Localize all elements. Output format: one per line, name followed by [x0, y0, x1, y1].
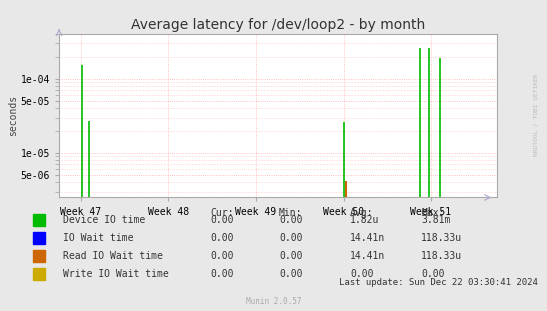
Text: 0.00: 0.00	[279, 251, 302, 261]
Text: 0.00: 0.00	[211, 251, 234, 261]
Text: Munin 2.0.57: Munin 2.0.57	[246, 297, 301, 306]
Text: Max:: Max:	[421, 208, 445, 218]
Text: 118.33u: 118.33u	[421, 251, 462, 261]
Text: 1.82u: 1.82u	[350, 215, 380, 225]
Text: 118.33u: 118.33u	[421, 233, 462, 243]
Text: RRDTOOL / TOBI OETIKER: RRDTOOL / TOBI OETIKER	[534, 74, 539, 156]
Text: Cur:: Cur:	[211, 208, 234, 218]
Text: 0.00: 0.00	[421, 269, 445, 279]
Text: Min:: Min:	[279, 208, 302, 218]
Text: 0.00: 0.00	[211, 215, 234, 225]
Text: 0.00: 0.00	[211, 233, 234, 243]
Text: 0.00: 0.00	[279, 269, 302, 279]
Text: 0.00: 0.00	[211, 269, 234, 279]
Text: Avg:: Avg:	[350, 208, 374, 218]
Text: Last update: Sun Dec 22 03:30:41 2024: Last update: Sun Dec 22 03:30:41 2024	[339, 278, 538, 287]
Title: Average latency for /dev/loop2 - by month: Average latency for /dev/loop2 - by mont…	[131, 18, 425, 32]
Text: 0.00: 0.00	[350, 269, 374, 279]
Text: Device IO time: Device IO time	[63, 215, 145, 225]
Text: 14.41n: 14.41n	[350, 233, 385, 243]
Y-axis label: seconds: seconds	[8, 95, 18, 137]
Text: Read IO Wait time: Read IO Wait time	[63, 251, 163, 261]
Text: 0.00: 0.00	[279, 233, 302, 243]
Text: 14.41n: 14.41n	[350, 251, 385, 261]
Text: 0.00: 0.00	[279, 215, 302, 225]
Text: IO Wait time: IO Wait time	[63, 233, 133, 243]
Text: Write IO Wait time: Write IO Wait time	[63, 269, 168, 279]
Text: 3.81m: 3.81m	[421, 215, 451, 225]
